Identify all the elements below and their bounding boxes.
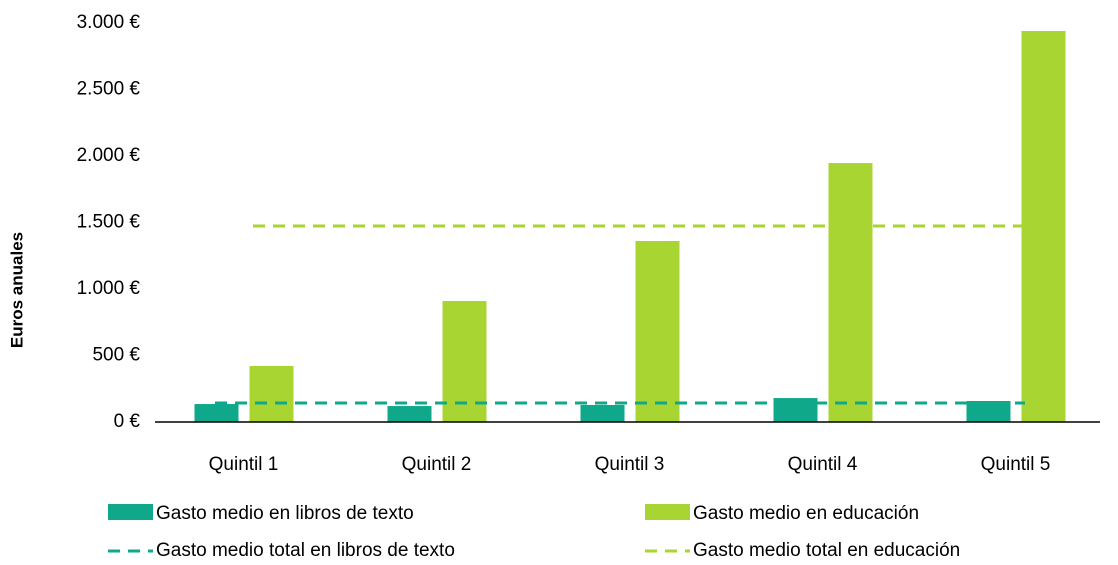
x-tick-label: Quintil 5 (981, 454, 1051, 475)
y-tick-label: 3.000 € (77, 12, 141, 33)
y-tick-label: 1.000 € (77, 278, 141, 299)
bar (635, 240, 680, 422)
x-tick-label: Quintil 1 (209, 454, 279, 475)
y-tick-label: 1.500 € (77, 212, 141, 233)
bar (194, 404, 239, 422)
y-tick-label: 500 € (92, 345, 140, 366)
legend-label: Gasto medio en educación (693, 503, 919, 524)
bar (249, 366, 294, 422)
bar (966, 400, 1011, 422)
y-tick-label: 0 € (114, 411, 141, 432)
legend-swatch (645, 504, 690, 520)
legend-swatch (108, 504, 153, 520)
x-tick-label: Quintil 2 (402, 454, 472, 475)
legend-label: Gasto medio total en educación (693, 540, 960, 561)
legend-label: Gasto medio total en libros de texto (156, 540, 455, 561)
bar (580, 404, 625, 422)
bar (387, 406, 432, 422)
x-tick-label: Quintil 3 (595, 454, 665, 475)
y-tick-label: 2.000 € (77, 145, 141, 166)
x-tick-label: Quintil 4 (788, 454, 858, 475)
y-tick-label: 2.500 € (77, 79, 141, 100)
bar (828, 163, 873, 422)
y-axis-label: Euros anuales (7, 232, 26, 348)
legend-label: Gasto medio en libros de texto (156, 503, 414, 524)
bar (1021, 30, 1066, 422)
